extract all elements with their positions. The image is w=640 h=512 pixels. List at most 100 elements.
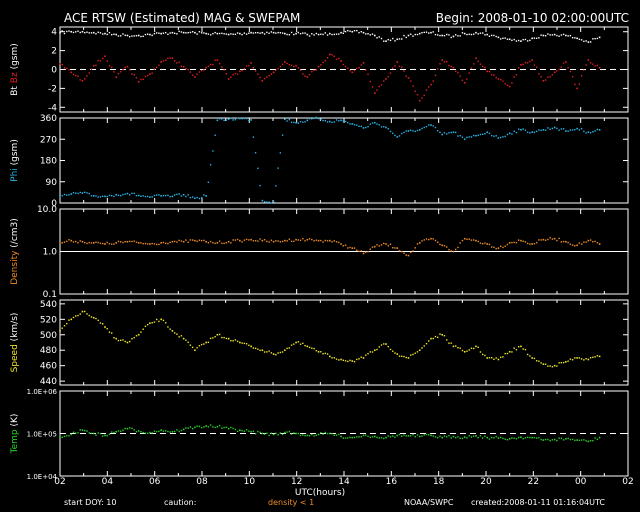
trace-point [425, 238, 428, 240]
trace-point [479, 242, 482, 244]
data-point [284, 239, 286, 242]
data-point [171, 330, 174, 332]
trace-point [358, 125, 360, 128]
trace-point [259, 349, 261, 352]
trace-point [356, 124, 358, 126]
trace-point [360, 30, 362, 33]
trace-point [173, 60, 176, 62]
trace-point [279, 32, 282, 34]
trace-point [490, 74, 493, 76]
trace-point [472, 347, 475, 350]
trace-point [281, 351, 284, 353]
trace-point [234, 428, 237, 431]
data-point [126, 240, 129, 243]
trace-point [189, 426, 192, 428]
data-point [81, 240, 84, 243]
trace-point [585, 358, 587, 360]
trace-point [144, 242, 147, 245]
trace-point [556, 34, 558, 37]
trace-point [344, 65, 347, 68]
trace-point [178, 30, 180, 33]
trace-point [158, 64, 160, 66]
trace-point [63, 325, 66, 327]
trace-point [277, 31, 279, 34]
data-point [205, 195, 207, 197]
trace-point [153, 32, 156, 35]
trace-point [180, 195, 183, 197]
trace-point [414, 90, 416, 92]
trace-point [221, 32, 223, 35]
data-point [329, 32, 331, 35]
trace-point [526, 62, 529, 64]
trace-point [311, 33, 313, 35]
trace-point [414, 352, 416, 354]
trace-point [389, 348, 392, 351]
trace-point [207, 33, 210, 35]
trace-point [142, 431, 144, 434]
trace-point [358, 67, 360, 69]
trace-point [68, 319, 70, 321]
trace-point [428, 124, 430, 126]
trace-point [432, 337, 434, 340]
trace-point [99, 432, 102, 435]
trace-point [79, 313, 81, 315]
trace-point [347, 29, 349, 32]
trace-point [187, 241, 189, 243]
trace-point [446, 33, 448, 36]
trace-point [592, 439, 594, 442]
trace-point [252, 430, 255, 432]
trace-point [331, 241, 333, 243]
data-point [452, 250, 455, 253]
trace-point [322, 353, 324, 355]
data-point [362, 434, 365, 437]
trace-point [66, 67, 68, 70]
trace-point [369, 248, 371, 250]
trace-point [414, 130, 416, 133]
trace-point [567, 360, 569, 362]
trace-point [162, 60, 165, 62]
data-point [149, 243, 151, 245]
data-point [227, 78, 230, 80]
trace-point [380, 37, 383, 40]
trace-point [495, 76, 497, 79]
trace-point [484, 66, 486, 69]
trace-point [113, 431, 115, 434]
trace-point [326, 240, 329, 242]
trace-point [455, 345, 457, 347]
trace-point [281, 134, 284, 136]
trace-point [191, 428, 194, 430]
trace-point [324, 32, 327, 34]
data-point [553, 126, 556, 129]
trace-point [97, 432, 99, 434]
start-doy: start DOY: 10 [64, 498, 116, 507]
trace-point [443, 335, 446, 337]
x-tick-label: 06 [149, 477, 161, 487]
y-tick-label: 90 [46, 178, 58, 188]
trace-point [403, 252, 405, 254]
data-point [194, 239, 196, 242]
trace-point [173, 194, 176, 196]
trace-point [502, 437, 504, 440]
data-point [239, 70, 241, 73]
data-point [272, 240, 275, 243]
data-point [396, 61, 399, 63]
data-point [272, 353, 275, 355]
trace-point [517, 67, 520, 69]
trace-point [286, 33, 288, 36]
trace-point [378, 85, 380, 88]
trace-point [414, 33, 416, 36]
trace-point [412, 434, 414, 436]
trace-point [75, 432, 77, 434]
trace-point [506, 243, 509, 246]
x-axis-label: UTC(hours) [294, 488, 346, 498]
trace-point [311, 347, 313, 349]
trace-point [547, 127, 549, 129]
data-point [351, 247, 354, 249]
trace-point [401, 250, 403, 253]
data-point [531, 59, 533, 61]
trace-point [214, 134, 216, 136]
trace-point [401, 435, 403, 438]
trace-point [297, 341, 300, 343]
trace-point [106, 60, 108, 62]
trace-point [513, 38, 515, 41]
